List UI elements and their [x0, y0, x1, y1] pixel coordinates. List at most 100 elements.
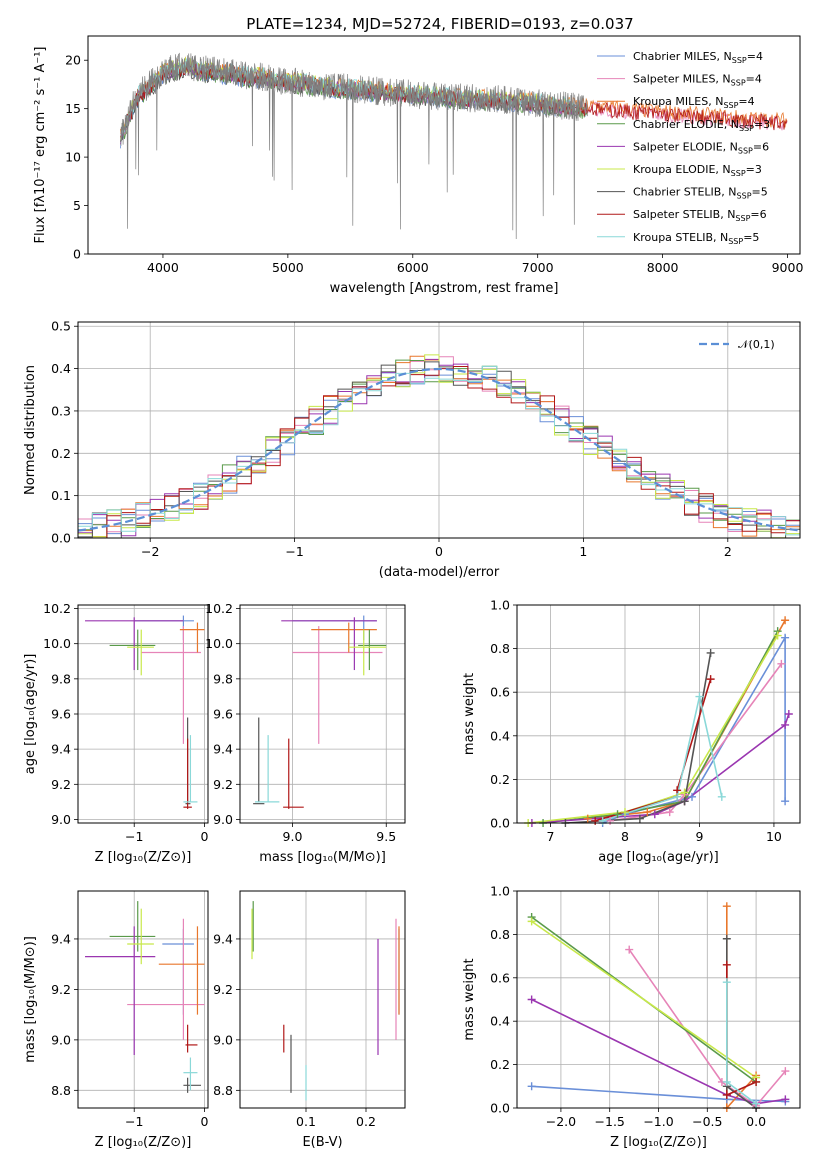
weight-series-line — [543, 630, 779, 823]
legend-label-subscript: SSP — [737, 192, 752, 201]
y-tick-label: 0.4 — [490, 728, 510, 743]
x-tick-label: 7000 — [522, 260, 554, 275]
y-tick-label: 9.4 — [51, 742, 71, 757]
axes-frame — [516, 604, 801, 824]
y-tick-label: 9.6 — [213, 707, 233, 722]
legend-label-count: =3 — [754, 118, 770, 131]
y-tick-label: 9.0 — [213, 812, 233, 827]
x-tick-label: −2.0 — [546, 1114, 576, 1129]
y-tick-label: 0.4 — [490, 1014, 510, 1029]
plus-marker — [722, 960, 731, 969]
legend-label-name: Kroupa STELIB, N — [633, 231, 728, 244]
spectrum-panel: 4000 5000 6000 7000 8000 9000 0 5 10 15 20 waveleng… — [33, 35, 803, 296]
x-tick-label: −2 — [141, 544, 159, 559]
x-tick-label: −1 — [125, 829, 143, 844]
gaussian-curve — [78, 367, 800, 532]
x-tick-label: 9 — [695, 829, 703, 844]
plus-marker — [527, 917, 536, 926]
legend-label: Kroupa STELIB, NSSP=5 — [633, 231, 759, 246]
y-tick-label: 0.3 — [51, 403, 71, 418]
plus-marker — [706, 648, 715, 657]
y-tick-label: 10 — [65, 150, 81, 165]
x-axis-label: Z [log₁₀(Z/Z⊙)] — [95, 850, 192, 865]
x-axis-label: Z [log₁₀(Z/Z⊙)] — [95, 1135, 192, 1150]
y-tick-label: 8.8 — [51, 1083, 71, 1098]
x-axis-label: E(B-V) — [302, 1135, 342, 1150]
x-tick-label: 0.0 — [746, 1114, 766, 1129]
y-tick-label: 10.2 — [205, 601, 233, 616]
x-tick-label: 4000 — [147, 260, 179, 275]
x-tick-label: 8 — [621, 829, 629, 844]
legend-label: Salpeter MILES, NSSP=4 — [633, 73, 762, 88]
plus-marker — [781, 797, 790, 806]
plus-marker — [722, 1090, 731, 1099]
plus-marker — [722, 934, 731, 943]
legend-label: Salpeter ELODIE, NSSP=6 — [633, 140, 769, 155]
legend-label-count: =5 — [752, 186, 768, 199]
plot-area — [85, 901, 205, 1093]
mass-vs-z-panel: −1 0 8.8 9.0 9.2 9.4 Z [log₁₀(Z/Z⊙)] mass [log₁… — [23, 890, 209, 1150]
y-tick-label: 0.2 — [51, 446, 71, 461]
axes-frame — [239, 890, 406, 1109]
x-tick-label: −1.5 — [595, 1114, 625, 1129]
weight-series-line — [726, 906, 757, 1108]
legend-label-count: =4 — [738, 95, 754, 108]
plus-marker — [722, 978, 731, 987]
legend-label-subscript: SSP — [731, 169, 746, 178]
plot-area — [528, 619, 790, 823]
y-tick-label: 9.4 — [51, 931, 71, 946]
x-tick-label: −0.5 — [692, 1114, 722, 1129]
legend-label-count: =4 — [746, 73, 762, 86]
plus-marker — [688, 792, 697, 801]
legend-label: Chabrier STELIB, NSSP=5 — [633, 186, 768, 201]
legend-label-subscript: SSP — [738, 146, 753, 155]
plus-marker — [722, 1077, 731, 1086]
y-tick-label: 0.0 — [490, 816, 510, 831]
y-tick-label: 9.4 — [213, 931, 233, 946]
x-tick-label: 2 — [724, 544, 732, 559]
age-vs-mass-panel: 9.0 9.5 9.0 9.2 9.4 9.6 9.8 10.0 10.2 mass [log₁₀… — [205, 601, 406, 865]
legend-label: Salpeter STELIB, NSSP=6 — [633, 208, 767, 223]
legend-label-subscript: SSP — [723, 101, 738, 110]
y-tick-label: 0.5 — [51, 319, 71, 334]
legend-label-count: =6 — [753, 140, 769, 153]
y-tick-label: 9.8 — [213, 671, 233, 686]
legend-label-name: Chabrier ELODIE, N — [633, 118, 739, 131]
y-axis-label: age [log₁₀(age/yr)] — [23, 654, 38, 775]
y-tick-label: 9.4 — [213, 742, 233, 757]
x-tick-label: 10 — [766, 829, 782, 844]
plus-marker — [665, 808, 674, 817]
legend-label: Kroupa MILES, NSSP=4 — [633, 95, 755, 110]
y-axis-label: mass weight — [462, 673, 477, 755]
x-axis-label: wavelength [Angstrom, rest frame] — [330, 281, 559, 296]
y-axis-label: mass [log₁₀(M/M⊙)] — [23, 936, 38, 1063]
y-tick-label: 0.2 — [490, 772, 510, 787]
x-tick-label: 0.2 — [356, 1114, 376, 1129]
plus-marker — [781, 1067, 790, 1076]
plus-marker — [625, 945, 634, 954]
plot-area — [253, 615, 387, 809]
legend-label-subscript: SSP — [735, 214, 750, 223]
y-tick-label: 0.2 — [490, 1057, 510, 1072]
plot-area — [85, 615, 205, 809]
plus-marker — [784, 710, 793, 718]
weight-series-line — [726, 938, 757, 1108]
x-axis-label: mass [log₁₀(M/M⊙)] — [259, 850, 386, 865]
y-axis-label: mass weight — [462, 958, 477, 1040]
y-tick-label: 9.2 — [51, 777, 71, 792]
plus-marker — [613, 810, 622, 819]
y-tick-label: 1.0 — [490, 598, 510, 613]
legend-label-count: =4 — [747, 50, 763, 63]
plus-marker — [752, 1077, 761, 1086]
plus-marker — [781, 633, 790, 642]
y-tick-label: 9.6 — [51, 707, 71, 722]
y-tick-label: 10.0 — [43, 636, 71, 651]
plus-marker — [643, 808, 652, 817]
x-axis-label: age [log₁₀(age/yr)] — [598, 850, 719, 865]
x-axis-label: Z [log₁₀(Z/Z⊙)] — [610, 1135, 707, 1150]
plus-marker — [781, 720, 790, 729]
plus-marker — [781, 616, 790, 625]
legend-gaussian-label: 𝒩(0,1) — [738, 338, 775, 351]
x-tick-label: −1 — [285, 544, 303, 559]
